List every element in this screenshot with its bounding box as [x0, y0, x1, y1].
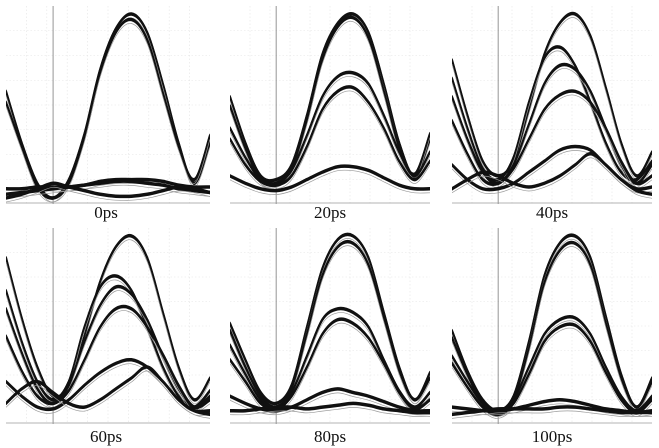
- eye-trace-faint: [230, 169, 430, 196]
- eye-trace: [6, 367, 210, 417]
- eye-trace: [230, 166, 430, 193]
- eye-trace-faint: [230, 90, 430, 190]
- panel-label-80ps: 80ps: [313, 427, 347, 446]
- panel-label-40ps: 40ps: [535, 203, 569, 222]
- eye-trace: [6, 182, 210, 200]
- eye-trace: [6, 177, 210, 189]
- eye-trace: [6, 276, 210, 409]
- panel-label-60ps: 60ps: [89, 427, 123, 446]
- eye-trace: [452, 152, 652, 196]
- eye-trace: [230, 242, 430, 409]
- eye-trace: [230, 165, 430, 192]
- eye-trace: [6, 287, 210, 409]
- eye-trace: [452, 322, 652, 416]
- eye-trace: [230, 85, 430, 187]
- eye-panel-100ps: [452, 228, 652, 424]
- eye-trace: [452, 405, 652, 414]
- eye-plot-80ps: [230, 228, 430, 424]
- eye-trace-faint: [6, 186, 210, 203]
- eye-trace: [230, 404, 430, 415]
- panel-label-100ps: 100ps: [531, 427, 573, 446]
- eye-trace: [452, 91, 652, 186]
- eye-trace: [230, 402, 430, 414]
- eye-trace: [230, 401, 430, 412]
- eye-trace: [6, 274, 210, 409]
- eye-trace-faint: [452, 17, 652, 181]
- eye-panel-0ps: [6, 6, 210, 204]
- eye-trace: [452, 65, 652, 186]
- eye-plot-60ps: [6, 228, 210, 424]
- eye-trace: [6, 305, 210, 409]
- eye-trace-faint: [452, 410, 652, 419]
- eye-trace: [6, 183, 210, 200]
- eye-trace: [230, 317, 430, 411]
- eye-trace: [452, 315, 652, 414]
- eye-trace: [6, 236, 210, 402]
- eye-trace: [6, 181, 210, 197]
- eye-trace: [452, 154, 652, 197]
- eye-trace: [452, 405, 652, 416]
- eye-trace: [6, 307, 210, 410]
- eye-panel-20ps: [230, 6, 430, 204]
- eye-trace-faint: [452, 157, 652, 199]
- eye-trace: [230, 87, 430, 188]
- eye-panel-60ps: [6, 228, 210, 424]
- eye-trace: [230, 319, 430, 411]
- eye-trace: [452, 14, 652, 178]
- eye-trace-faint: [230, 407, 430, 417]
- eye-trace-faint: [6, 310, 210, 412]
- eye-plot-40ps: [452, 6, 652, 204]
- eye-trace: [6, 181, 210, 198]
- eye-trace-faint: [452, 94, 652, 189]
- eye-panel-40ps: [452, 6, 652, 204]
- eye-trace: [452, 317, 652, 415]
- eye-trace-faint: [452, 68, 652, 188]
- eye-plot-100ps: [452, 228, 652, 424]
- eye-trace-faint: [6, 184, 210, 199]
- eye-plot-20ps: [230, 6, 430, 204]
- eye-trace: [230, 164, 430, 191]
- eye-plot-0ps: [6, 6, 210, 204]
- panel-label-0ps: 0ps: [94, 203, 118, 222]
- eye-trace: [452, 407, 652, 417]
- panel-label-20ps: 20ps: [313, 203, 347, 222]
- eye-trace-faint: [6, 239, 210, 405]
- eye-trace-faint: [230, 76, 430, 189]
- eye-trace-faint: [6, 22, 210, 203]
- eye-trace-faint: [6, 370, 210, 419]
- eye-trace: [230, 14, 430, 183]
- eye-trace: [6, 365, 210, 416]
- eye-panel-80ps: [230, 228, 430, 424]
- eye-trace-faint: [6, 290, 210, 412]
